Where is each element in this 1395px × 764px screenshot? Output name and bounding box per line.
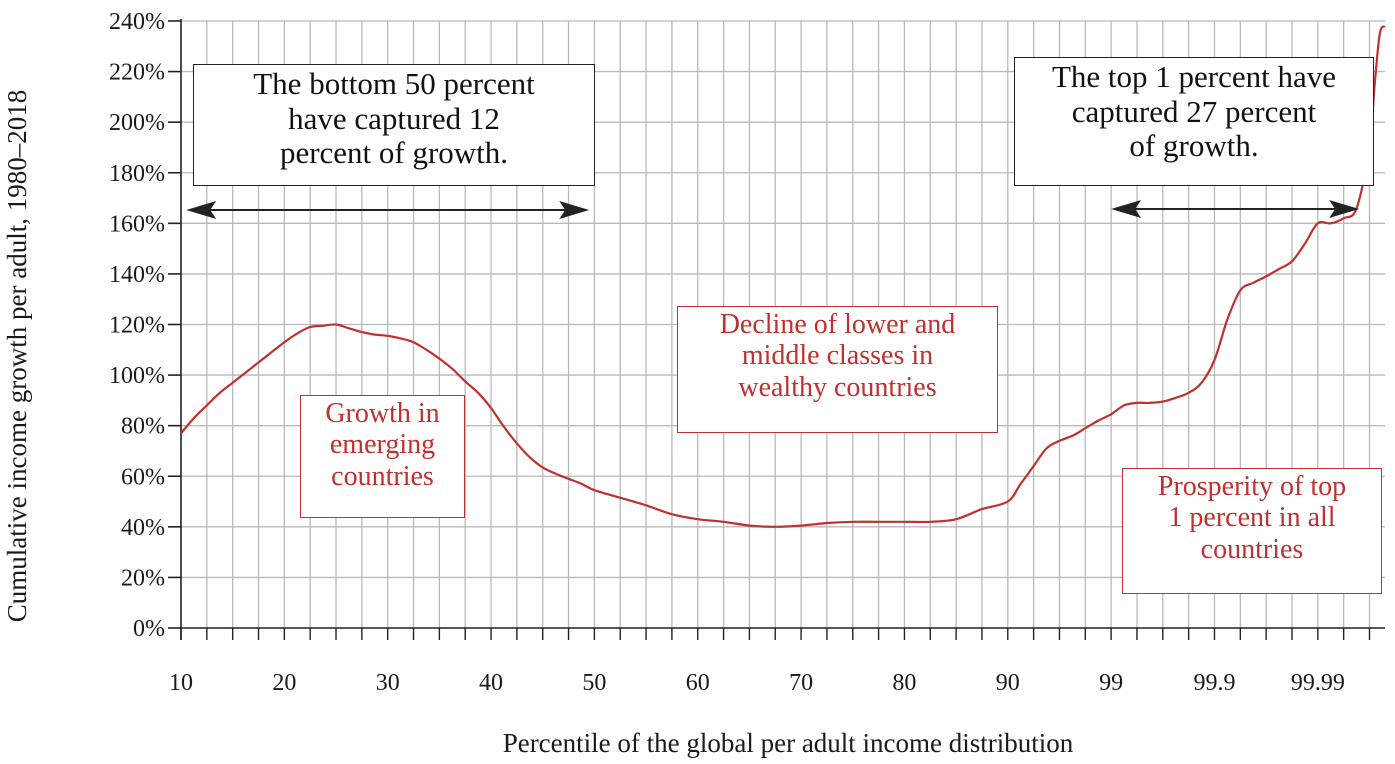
bottom-50-range-arrow-head-left — [186, 201, 217, 219]
x-tick-label: 30 — [376, 670, 400, 696]
y-tick-label: 200% — [109, 110, 165, 136]
annotation-top-1: The top 1 percent have captured 27 perce… — [1014, 57, 1374, 186]
annotation-top-prosperity: Prosperity of top 1 percent in all count… — [1122, 468, 1382, 594]
x-tick-label: 99.99 — [1291, 670, 1345, 696]
annotation-emerging: Growth in emerging countries — [300, 395, 465, 518]
top-1-range-arrow-head-right — [1329, 200, 1360, 218]
x-tick-label: 90 — [996, 670, 1020, 696]
y-tick-label: 180% — [109, 161, 165, 187]
x-axis-title: Percentile of the global per adult incom… — [503, 728, 1074, 758]
x-tick-label: 99.9 — [1193, 670, 1235, 696]
income-growth-line — [180, 25, 1386, 528]
annotation-wealthy-decline: Decline of lower and middle classes in w… — [677, 306, 998, 433]
y-tick-label: 120% — [109, 313, 165, 339]
y-tick-label: 240% — [109, 9, 165, 35]
annotation-bottom-50: The bottom 50 percent have captured 12 p… — [193, 64, 595, 186]
y-tick-label: 60% — [121, 464, 165, 490]
bottom-50-range-arrow-head-right — [559, 201, 590, 219]
y-tick-label: 0% — [133, 616, 165, 642]
x-tick-label: 50 — [582, 670, 606, 696]
y-tick-label: 20% — [121, 565, 165, 591]
x-tick-label: 10 — [169, 670, 193, 696]
y-tick-label: 40% — [121, 515, 165, 541]
x-tick-label: 99 — [1099, 670, 1123, 696]
x-tick-label: 80 — [892, 670, 916, 696]
x-tick-label: 20 — [272, 670, 296, 696]
y-axis-title: Cumulative income growth per adult, 1980… — [2, 90, 32, 622]
x-tick-label: 70 — [789, 670, 813, 696]
top-1-range-arrow-head-left — [1111, 200, 1142, 218]
x-tick-label: 40 — [479, 670, 503, 696]
x-tick-label: 60 — [686, 670, 710, 696]
y-tick-label: 140% — [109, 262, 165, 288]
y-tick-label: 160% — [109, 211, 165, 237]
y-tick-label: 100% — [109, 363, 165, 389]
y-tick-label: 80% — [121, 414, 165, 440]
y-tick-label: 220% — [109, 60, 165, 86]
